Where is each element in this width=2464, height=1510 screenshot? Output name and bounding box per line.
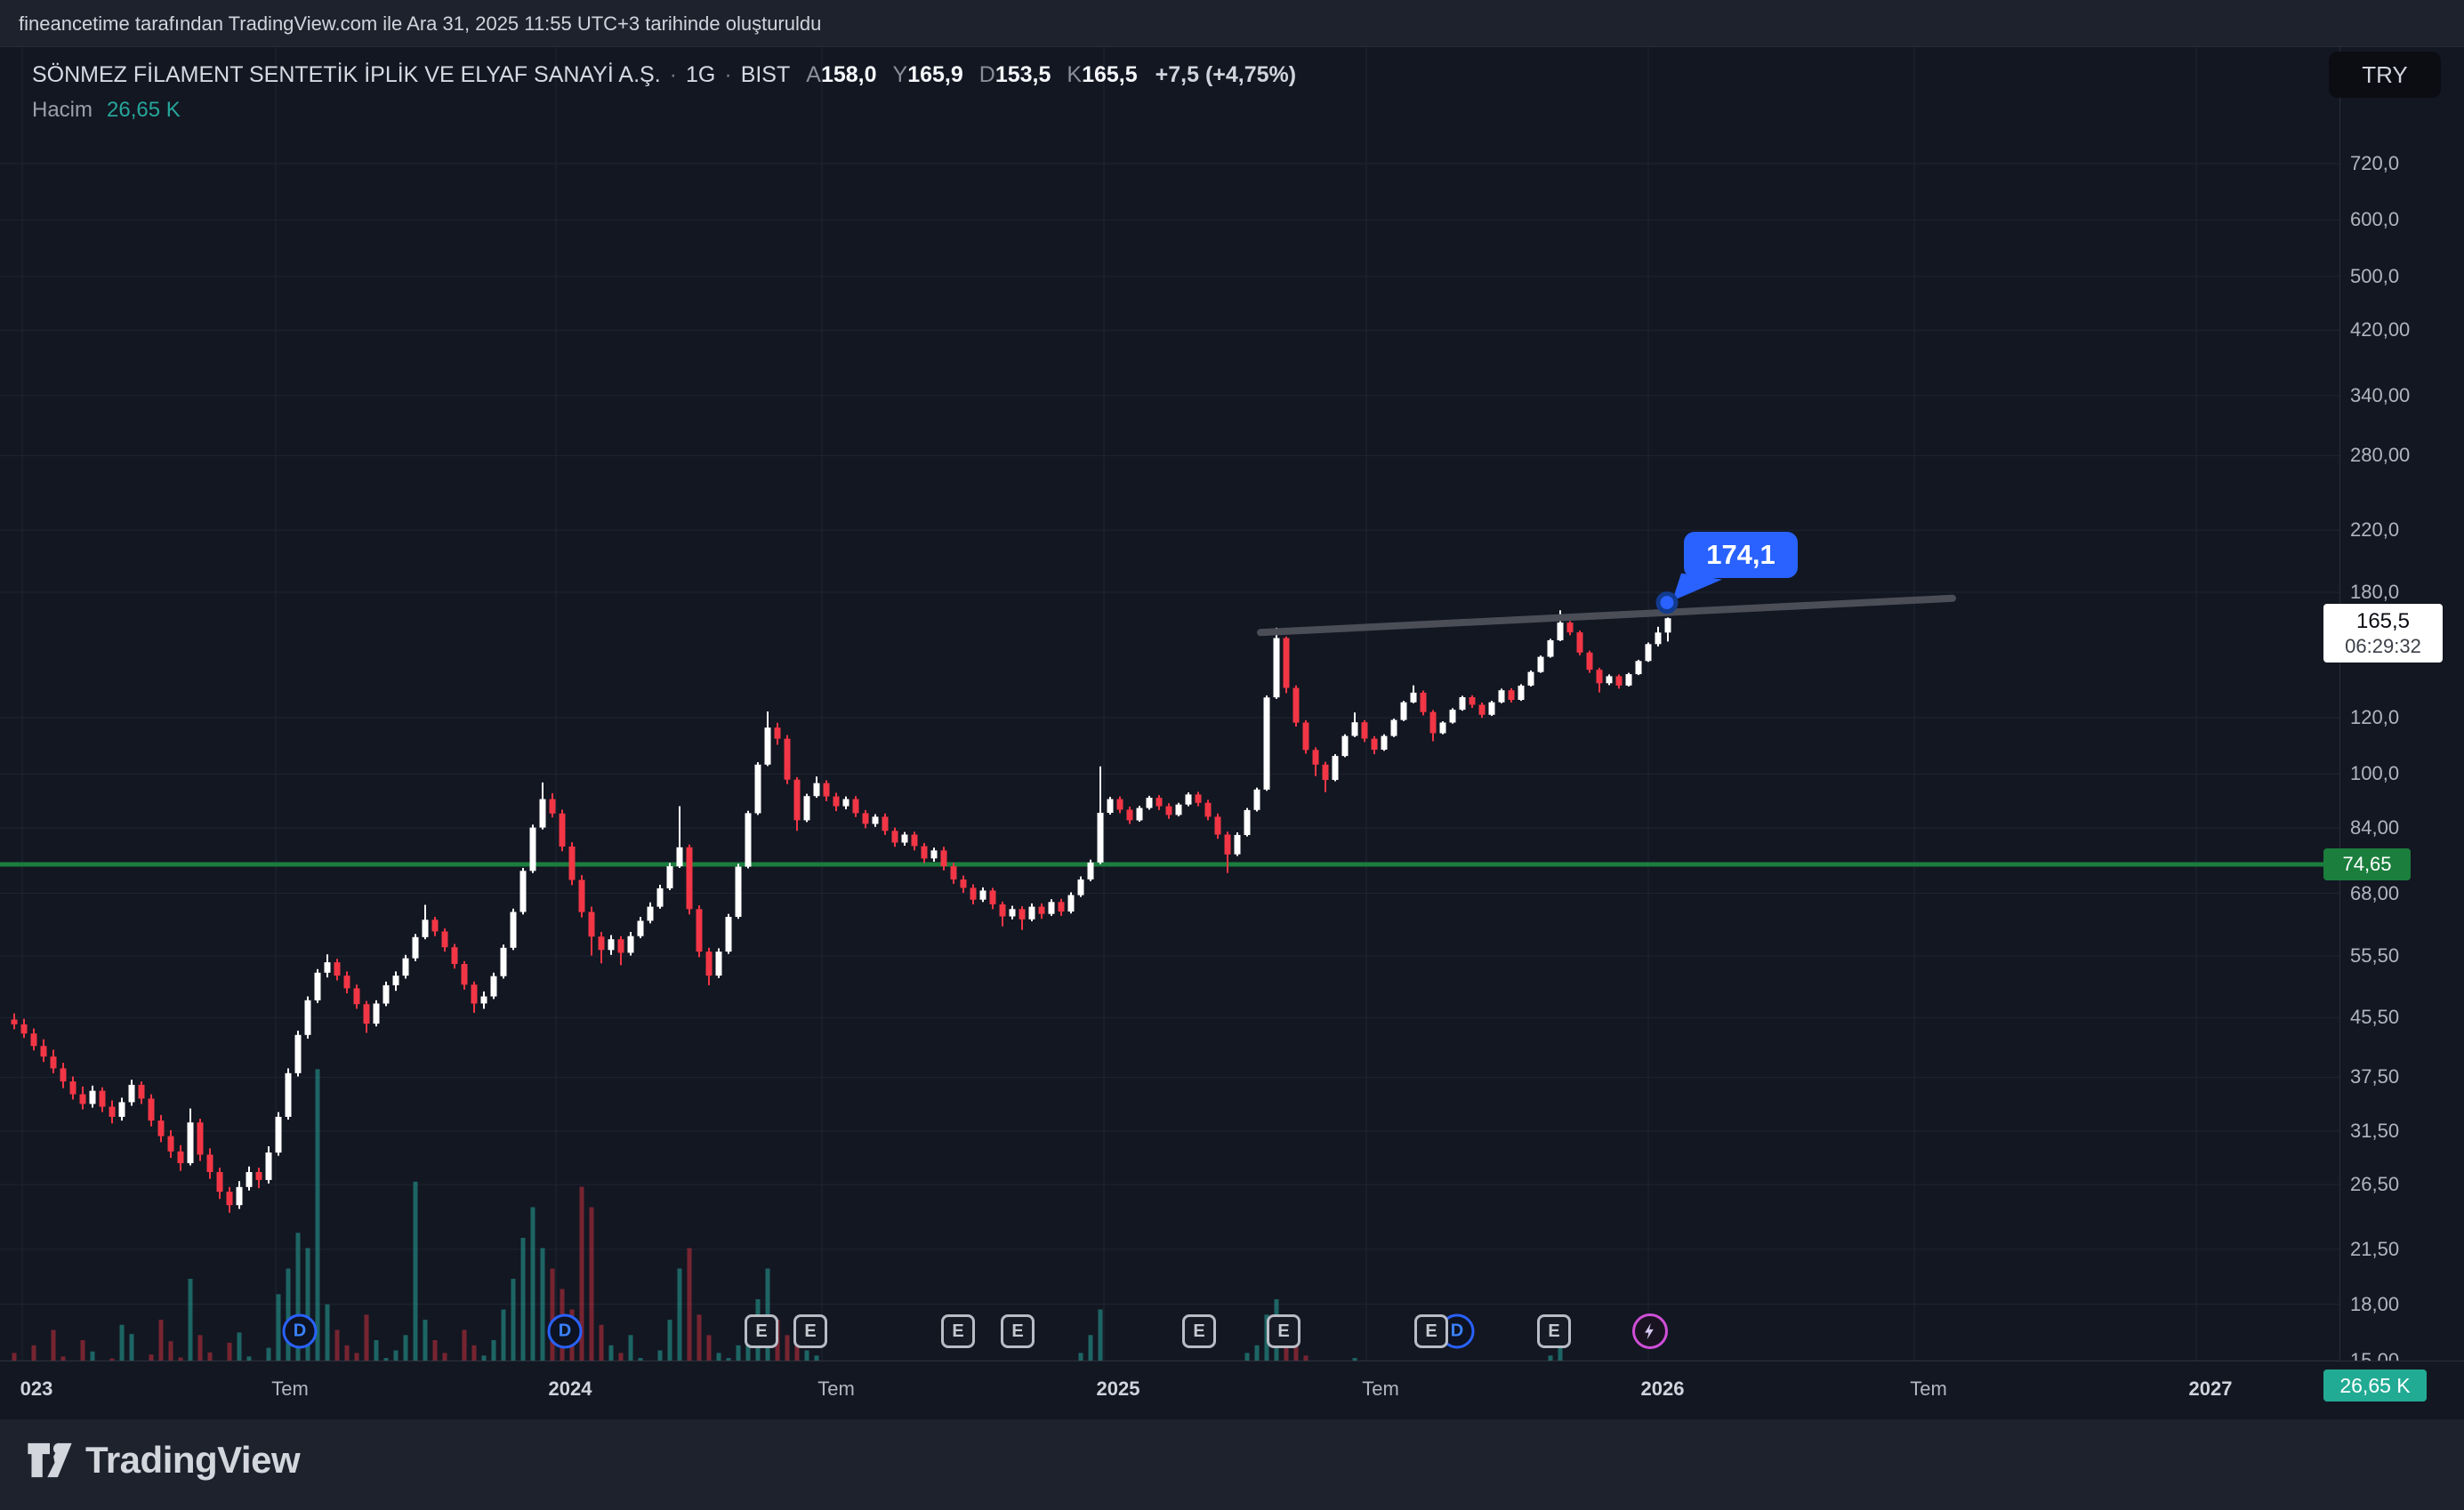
price-axis-separator	[2339, 46, 2340, 1419]
time-tick-label: 2025	[1096, 1377, 1140, 1400]
time-tick-label: 2024	[548, 1377, 592, 1400]
separator-dot: ·	[724, 62, 732, 87]
high-pair: Y165,9	[892, 62, 963, 87]
time-tick-label: Tem	[817, 1377, 855, 1400]
flash-event-badge[interactable]	[1632, 1313, 1668, 1349]
level-price-label: 74,65	[2323, 848, 2411, 881]
attribution-text: fineancetime tarafından TradingView.com …	[19, 12, 822, 35]
earnings-badge[interactable]: E	[745, 1314, 778, 1348]
earnings-badge[interactable]: E	[941, 1314, 975, 1348]
price-tick-label: 180,0	[2350, 581, 2400, 603]
interval-label: 1G	[686, 62, 716, 87]
separator-dot: ·	[669, 62, 677, 87]
earnings-badge[interactable]: E	[793, 1314, 827, 1348]
price-tick-label: 720,0	[2350, 152, 2400, 174]
price-tick-label: 55,50	[2350, 944, 2400, 968]
lightning-icon	[1645, 1322, 1654, 1340]
tradingview-logo-text: TradingView	[85, 1439, 301, 1481]
earnings-badge[interactable]: E	[1001, 1314, 1035, 1348]
currency-button[interactable]: TRY	[2329, 52, 2441, 98]
time-tick-label: Tem	[1362, 1377, 1399, 1400]
change-value: +7,5 (+4,75%)	[1155, 62, 1297, 87]
price-tick-label: 600,0	[2350, 208, 2400, 231]
symbol-header: SÖNMEZ FİLAMENT SENTETİK İPLİK VE ELYAF …	[32, 62, 1296, 88]
attribution-bar: fineancetime tarafından TradingView.com …	[0, 0, 2464, 47]
last-price-value: 165,5	[2355, 609, 2411, 634]
price-tick-label: 21,50	[2350, 1237, 2400, 1260]
low-pair: D153,5	[978, 62, 1051, 87]
open-pair: A158,0	[806, 62, 877, 87]
volume-value: 26,65 K	[107, 98, 181, 122]
price-tick-label: 37,50	[2350, 1065, 2400, 1088]
candlestick-chart-canvas[interactable]	[0, 46, 2464, 1419]
price-tick-label: 31,50	[2350, 1120, 2400, 1142]
volume-axis-label: 26,65 K	[2323, 1369, 2427, 1402]
price-tick-label: 45,50	[2350, 1006, 2400, 1029]
price-tick-label: 26,50	[2350, 1173, 2400, 1196]
price-tick-label: 420,00	[2350, 318, 2411, 341]
earnings-badge[interactable]: E	[1537, 1314, 1571, 1348]
dividend-badge[interactable]: D	[282, 1313, 318, 1349]
price-tick-label: 500,0	[2350, 264, 2400, 287]
earnings-badge[interactable]: E	[1414, 1314, 1448, 1348]
time-tick-label: Tem	[271, 1377, 309, 1400]
price-tick-label: 18,00	[2350, 1292, 2400, 1315]
bottom-band: TradingView	[0, 1419, 2464, 1510]
price-tick-label: 100,0	[2350, 762, 2400, 785]
volume-indicator-row: Hacim 26,65 K	[32, 98, 181, 123]
volume-label: Hacim	[32, 98, 93, 122]
time-tick-label: 2027	[2188, 1377, 2233, 1400]
price-tick-label: 68,00	[2350, 881, 2400, 904]
tradingview-logo-icon	[28, 1442, 72, 1478]
session-countdown: 06:29:32	[2345, 635, 2421, 658]
symbol-name: SÖNMEZ FİLAMENT SENTETİK İPLİK VE ELYAF …	[32, 62, 661, 87]
time-tick-label: 2026	[1640, 1377, 1685, 1400]
price-tick-label: 340,00	[2350, 383, 2411, 406]
earnings-badge[interactable]: E	[1267, 1314, 1300, 1348]
time-tick-label: Tem	[1910, 1377, 1947, 1400]
dividend-badge[interactable]: D	[547, 1313, 583, 1349]
tradingview-logo[interactable]: TradingView	[27, 1439, 301, 1482]
close-pair: K165,5	[1067, 62, 1138, 87]
price-axis[interactable]: 720,0 600,0 500,0 420,00 340,00 280,00 220,0 18…	[2339, 46, 2464, 1371]
exchange-label: BIST	[740, 62, 791, 87]
trendline-price-callout[interactable]: 174,1	[1684, 531, 1798, 578]
earnings-badge[interactable]: E	[1182, 1314, 1216, 1348]
time-axis[interactable]: 023 Tem 2024 Tem 2025 Tem 2026 Tem 2027	[0, 1361, 2464, 1420]
price-tick-label: 280,00	[2350, 444, 2411, 467]
price-tick-label: 220,0	[2350, 518, 2400, 542]
price-tick-label: 84,00	[2350, 816, 2400, 839]
price-tick-label: 120,0	[2350, 706, 2400, 728]
time-tick-label: 023	[20, 1377, 53, 1400]
last-price-label: 165,5 06:29:32	[2323, 604, 2443, 663]
chart-pane[interactable]: SÖNMEZ FİLAMENT SENTETİK İPLİK VE ELYAF …	[0, 46, 2464, 1420]
